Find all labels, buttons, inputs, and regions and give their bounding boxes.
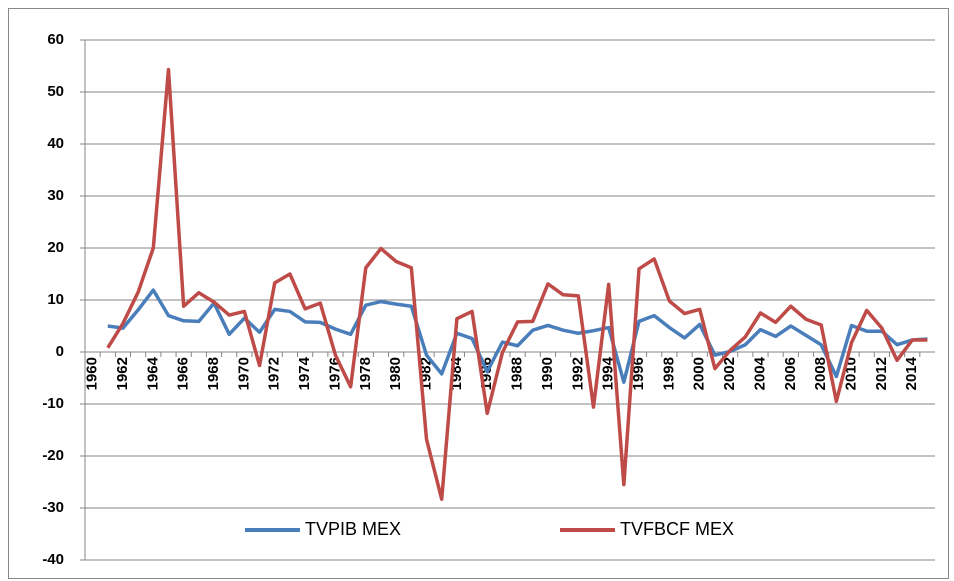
x-tick-label: 1988 <box>509 357 526 390</box>
x-tick-label: 1962 <box>114 357 131 390</box>
x-tick-label: 1998 <box>660 357 677 390</box>
x-tick-label: 1960 <box>84 357 101 390</box>
y-tick-label: 50 <box>47 83 64 100</box>
x-tick-label: 1978 <box>357 357 374 390</box>
y-tick-label: 30 <box>47 187 64 204</box>
y-tick-label: 20 <box>47 239 64 256</box>
x-tick-label: 1964 <box>144 356 161 390</box>
x-tick-label: 1968 <box>205 357 222 390</box>
x-tick-label: 1980 <box>387 357 404 390</box>
x-tick-label: 2014 <box>903 356 920 390</box>
x-tick-label: 2008 <box>812 357 829 390</box>
x-tick-label: 1994 <box>600 356 617 390</box>
x-tick-label: 1990 <box>539 357 556 390</box>
y-tick-label: 0 <box>56 343 64 360</box>
x-tick-label: 1972 <box>266 357 283 390</box>
x-tick-label: 1992 <box>569 357 586 390</box>
x-tick-label: 2012 <box>873 357 890 390</box>
data-line <box>107 288 928 384</box>
y-tick-label: -30 <box>42 499 64 516</box>
y-tick-label: 10 <box>47 291 64 308</box>
y-tick-label: -10 <box>42 395 64 412</box>
x-tick-label: 2000 <box>691 357 708 390</box>
x-tick-label: 1974 <box>296 356 313 390</box>
y-tick-label: 40 <box>47 135 64 152</box>
data-line <box>106 67 928 501</box>
y-tick-label: -20 <box>42 447 64 464</box>
x-tick-label: 2004 <box>751 356 768 390</box>
legend-label: TVFBCF MEX <box>620 519 734 539</box>
x-tick-label: 2002 <box>721 357 738 390</box>
y-tick-label: -40 <box>42 551 64 568</box>
x-tick-label: 1996 <box>630 357 647 390</box>
x-tick-label: 2006 <box>782 357 799 390</box>
x-tick-label: 1966 <box>175 357 192 390</box>
x-tick-label: 1976 <box>326 357 343 390</box>
x-tick-label: 1970 <box>235 357 252 390</box>
y-tick-label: 60 <box>47 31 64 48</box>
legend-label: TVPIB MEX <box>305 519 401 539</box>
